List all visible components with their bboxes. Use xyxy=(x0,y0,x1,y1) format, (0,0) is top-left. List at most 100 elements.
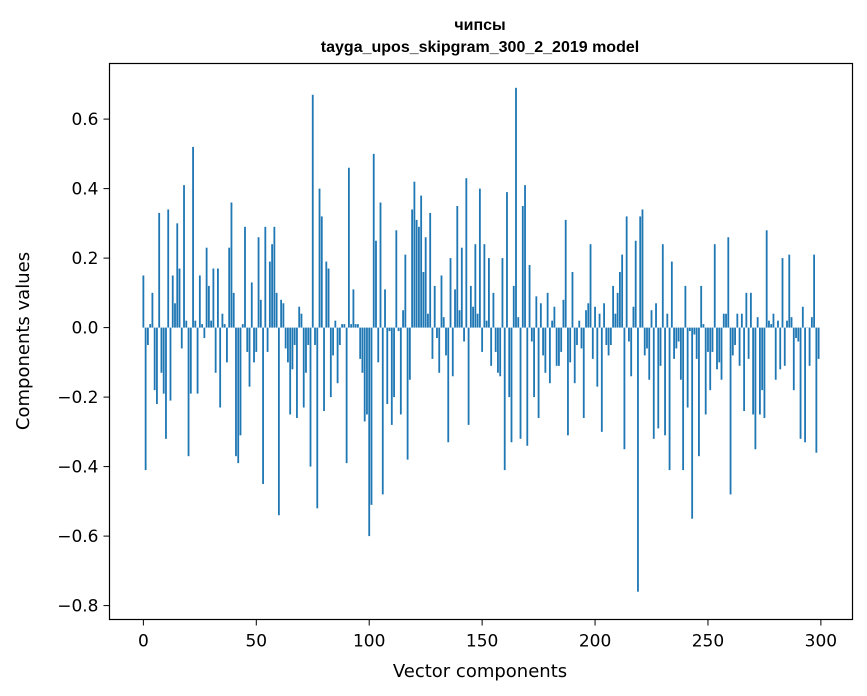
bar xyxy=(449,258,452,328)
bar xyxy=(451,327,454,377)
bar xyxy=(691,327,694,519)
bar xyxy=(765,230,768,328)
bar xyxy=(149,324,152,328)
bar xyxy=(165,327,167,439)
bar xyxy=(467,327,470,425)
x-tick-label: 250 xyxy=(692,632,724,652)
bar xyxy=(494,327,497,352)
bar xyxy=(266,327,269,352)
bar xyxy=(390,327,393,425)
bar xyxy=(519,327,522,439)
bar xyxy=(551,320,554,328)
bar xyxy=(458,310,461,328)
bar xyxy=(530,327,533,342)
bar xyxy=(228,247,231,328)
bar xyxy=(280,299,283,328)
bar xyxy=(248,327,251,387)
bar xyxy=(318,188,321,328)
bar xyxy=(607,327,610,356)
bar xyxy=(246,327,249,352)
bar xyxy=(558,327,560,366)
bar xyxy=(623,327,626,450)
bar xyxy=(815,327,818,453)
bar xyxy=(813,254,816,328)
bar xyxy=(424,237,427,328)
bar xyxy=(397,327,400,332)
bar xyxy=(675,327,678,349)
bar xyxy=(569,327,572,363)
bar xyxy=(539,303,542,328)
bar xyxy=(718,327,721,363)
chart-title-line-1: чипсы xyxy=(454,17,505,34)
bar xyxy=(422,272,425,328)
bar xyxy=(474,244,477,328)
bar xyxy=(639,216,642,328)
bar xyxy=(212,268,215,328)
bar xyxy=(548,327,551,384)
x-tick-label: 100 xyxy=(353,632,385,652)
bar xyxy=(603,303,605,328)
bar xyxy=(684,285,687,328)
bar xyxy=(682,327,685,471)
bar xyxy=(582,327,585,418)
bar xyxy=(296,327,298,418)
y-tick-label: −0.2 xyxy=(57,388,98,408)
bar xyxy=(515,87,517,328)
bar xyxy=(485,320,488,328)
bar xyxy=(198,275,201,328)
bar xyxy=(698,327,700,457)
bar xyxy=(734,327,736,345)
bar xyxy=(537,327,540,418)
bar xyxy=(598,313,601,328)
bar xyxy=(205,247,208,328)
bar xyxy=(162,327,165,394)
bar xyxy=(239,327,242,436)
bar xyxy=(722,313,725,328)
bar xyxy=(612,285,615,328)
bar xyxy=(329,327,332,398)
bar xyxy=(187,327,190,457)
bar xyxy=(576,327,578,345)
bar xyxy=(481,327,484,352)
bar xyxy=(673,327,675,359)
bar xyxy=(779,327,782,370)
bar xyxy=(463,327,465,342)
bar xyxy=(792,327,795,391)
bar xyxy=(476,313,479,328)
bar xyxy=(232,292,235,328)
bar xyxy=(788,254,791,328)
bar xyxy=(293,327,296,345)
bar xyxy=(404,254,407,328)
bar xyxy=(395,230,398,328)
bar xyxy=(630,327,633,377)
bar xyxy=(810,317,813,328)
bar xyxy=(196,327,199,394)
bar xyxy=(720,327,723,380)
bar xyxy=(271,244,274,328)
bar xyxy=(210,320,213,328)
bar xyxy=(567,327,569,436)
bar xyxy=(621,254,624,328)
bar xyxy=(201,324,203,328)
bar xyxy=(747,327,750,359)
bar xyxy=(178,268,181,328)
bar xyxy=(440,275,443,328)
bar xyxy=(648,327,651,380)
bar xyxy=(417,226,420,328)
bar xyxy=(431,327,434,359)
bar xyxy=(777,320,779,328)
bar xyxy=(183,185,185,328)
bar xyxy=(808,327,811,366)
bar xyxy=(264,226,267,328)
bar xyxy=(386,327,389,405)
bar xyxy=(282,303,285,328)
bar xyxy=(393,327,395,398)
bar xyxy=(609,327,612,345)
bar xyxy=(438,327,441,373)
bar xyxy=(359,327,362,359)
bar xyxy=(526,327,529,446)
bar xyxy=(347,167,350,328)
bar xyxy=(578,320,581,328)
bar xyxy=(817,327,820,359)
bar xyxy=(657,327,660,429)
